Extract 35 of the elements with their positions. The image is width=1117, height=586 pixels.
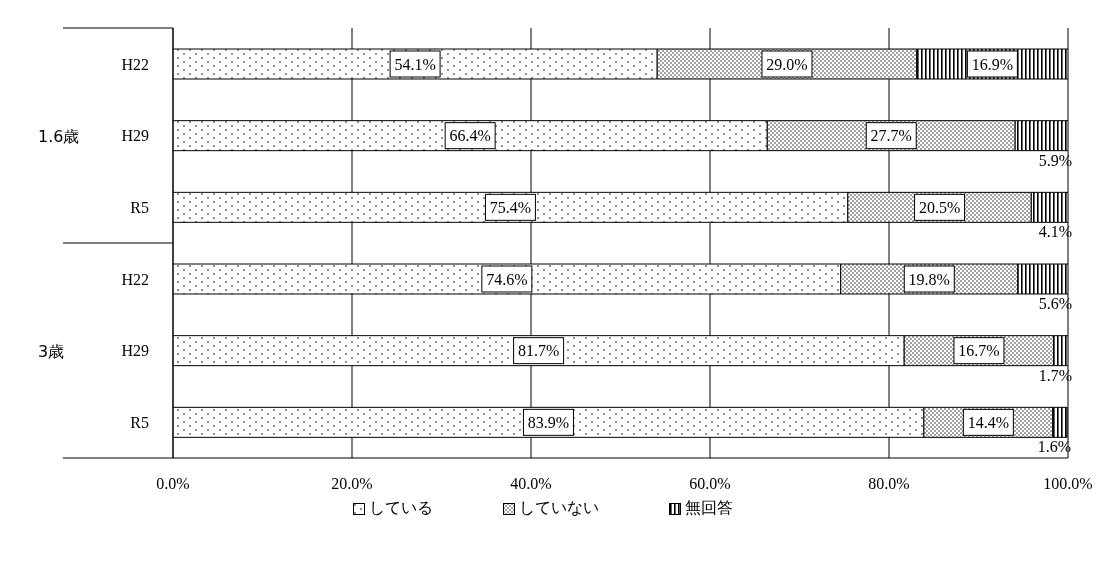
text: 1.6歳 [38,126,80,146]
data-label: 19.8% [908,270,950,288]
data-label: 1.7% [1038,366,1072,384]
legend-label: していない [518,498,599,519]
y-tick-label: R5 [130,198,149,216]
data-label: 14.4% [967,413,1010,431]
data-label: 4.1% [1038,223,1072,241]
data-label: 5.6% [1038,295,1072,312]
data-label: 81.7% [517,342,560,360]
legend-label: 無回答 [684,498,733,519]
x-tick-label: 80.0% [868,475,910,493]
data-label: 20.5% [918,198,961,216]
y-tick-label: R5 [130,413,149,431]
x-tick-label: 100.0% [1043,475,1093,493]
x-tick-label: 0.0% [156,475,190,493]
data-label: 75.4% [489,198,532,216]
text: 3歳 [38,341,65,361]
x-tick-label: 20.0% [331,475,373,493]
y-tick-label: H29 [121,342,149,360]
data-label: 16.9% [971,55,1014,73]
data-label: 27.7% [870,127,912,145]
y-tick-label: H29 [121,127,149,145]
x-tick-label: 60.0% [689,475,731,493]
data-label: 83.9% [527,413,570,431]
y-tick-label: H22 [121,270,149,288]
data-label: 5.9% [1038,151,1072,169]
data-label: 54.1% [394,55,436,73]
legend-label: している [368,498,433,519]
y-tick-label: H22 [121,55,149,73]
data-label: 66.4% [449,127,491,145]
data-label: 29.0% [766,55,808,73]
data-label: 16.7% [958,342,1000,360]
data-label: 1.6% [1037,438,1072,456]
data-label: 74.6% [486,270,528,288]
x-tick-label: 40.0% [510,475,552,493]
